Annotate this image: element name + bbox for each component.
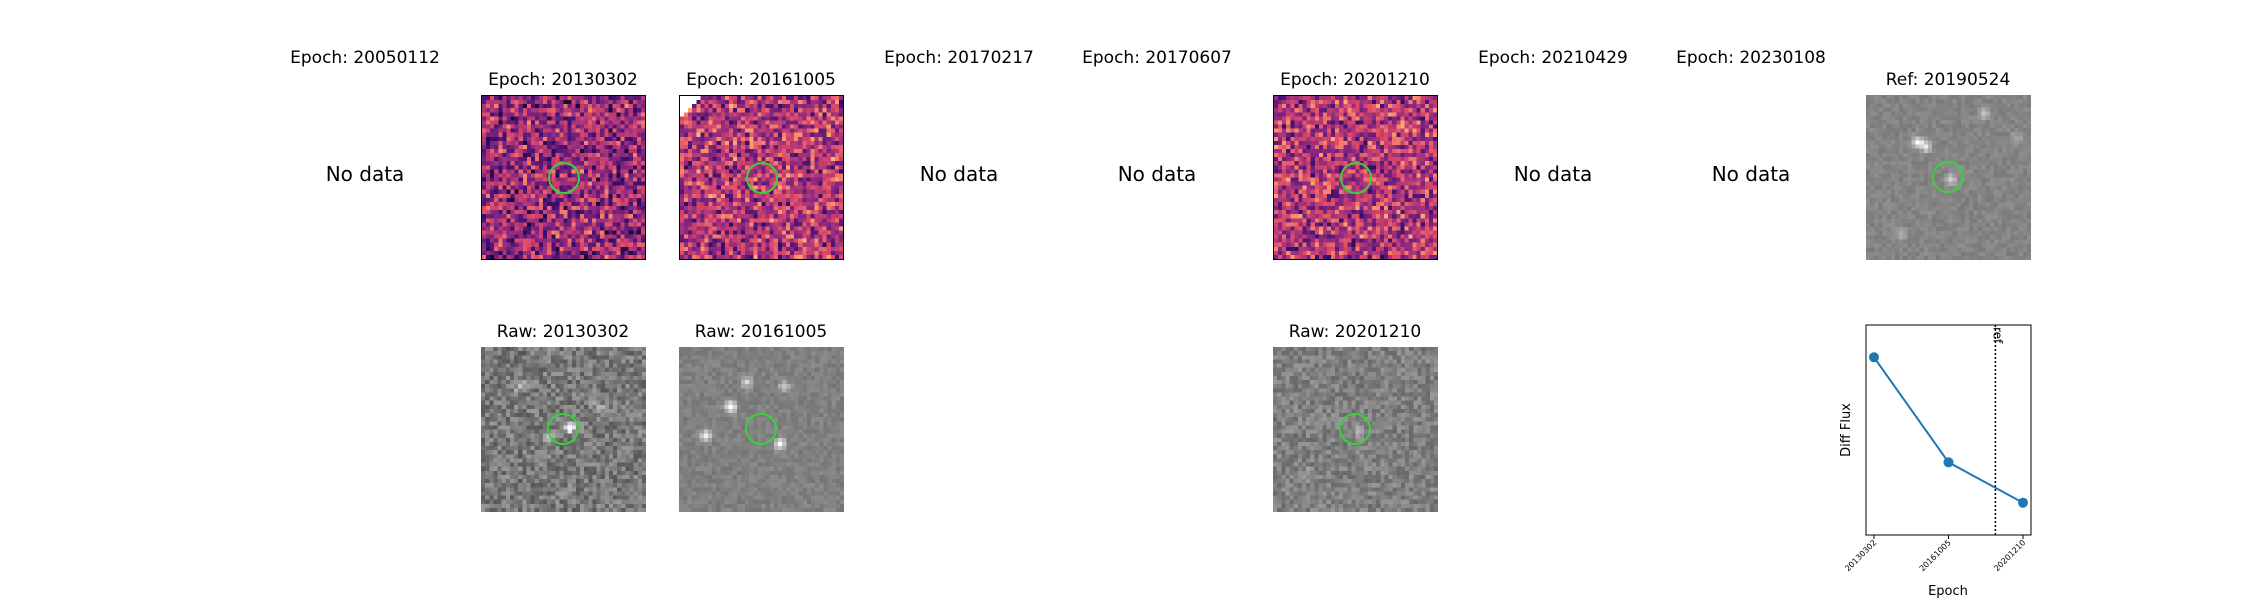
raw-title-20201210: Raw: 20201210	[1288, 322, 1422, 342]
x-tick-label: 20161005	[1918, 538, 1953, 573]
raw-title-20130302: Raw: 20130302	[496, 322, 630, 342]
reference-image-20190524	[1866, 95, 2031, 260]
raw-image-20161005	[679, 347, 844, 512]
raw-image-20130302	[481, 347, 646, 512]
raw-title-20161005: Raw: 20161005	[694, 322, 828, 342]
epoch-title-20210429: Epoch: 20210429	[1478, 48, 1628, 68]
reference-image-canvas	[1866, 95, 2031, 260]
diff-flux-point	[1869, 352, 1879, 363]
diff-image-20130302	[481, 95, 646, 260]
x-tick-label: 20201210	[1992, 538, 2027, 573]
epoch-title-20201210: Epoch: 20201210	[1280, 70, 1430, 90]
diff-flux-point	[1943, 457, 1954, 468]
no-data-label-20050112: No data	[325, 162, 405, 186]
epoch-title-20161005: Epoch: 20161005	[686, 70, 836, 90]
diff-flux-point	[2018, 497, 2028, 508]
diff-image-20161005	[679, 95, 844, 260]
x-axis-label: Epoch	[1928, 584, 1968, 599]
epoch-title-20170217: Epoch: 20170217	[884, 48, 1034, 68]
diff-image-canvas-20161005	[680, 96, 843, 259]
epoch-title-20230108: Epoch: 20230108	[1676, 48, 1826, 68]
reference-line-label: ref	[1990, 327, 2004, 344]
epoch-title-20170607: Epoch: 20170607	[1082, 48, 1232, 68]
raw-image-canvas-20130302	[481, 347, 646, 512]
diff-image-canvas-20201210	[1274, 96, 1437, 259]
y-axis-label: Diff Flux	[1840, 403, 1854, 457]
raw-image-canvas-20201210	[1273, 347, 1438, 512]
raw-image-20201210	[1273, 347, 1438, 512]
light-curve-chart: ref Diff Flux Epoch 20130302 20161005 2020…	[1840, 324, 2032, 599]
no-data-label-20230108: No data	[1711, 162, 1791, 186]
diff-flux-line	[1873, 356, 2024, 504]
epoch-title-20130302: Epoch: 20130302	[488, 70, 638, 90]
diff-image-canvas-20130302	[482, 96, 645, 259]
no-data-label-20210429: No data	[1513, 162, 1593, 186]
diff-image-20201210	[1273, 95, 1438, 260]
diff-flux-series	[1869, 352, 2028, 508]
raw-image-canvas-20161005	[679, 347, 844, 512]
x-tick-label: 20130302	[1843, 538, 1878, 573]
no-data-label-20170217: No data	[919, 162, 999, 186]
no-data-label-20170607: No data	[1117, 162, 1197, 186]
ref-title-20190524: Ref: 20190524	[1885, 70, 2011, 90]
plot-frame	[1865, 324, 2032, 536]
epoch-title-20050112: Epoch: 20050112	[290, 48, 440, 68]
x-tick-group: 20130302 20161005 20201210	[1843, 535, 2027, 573]
